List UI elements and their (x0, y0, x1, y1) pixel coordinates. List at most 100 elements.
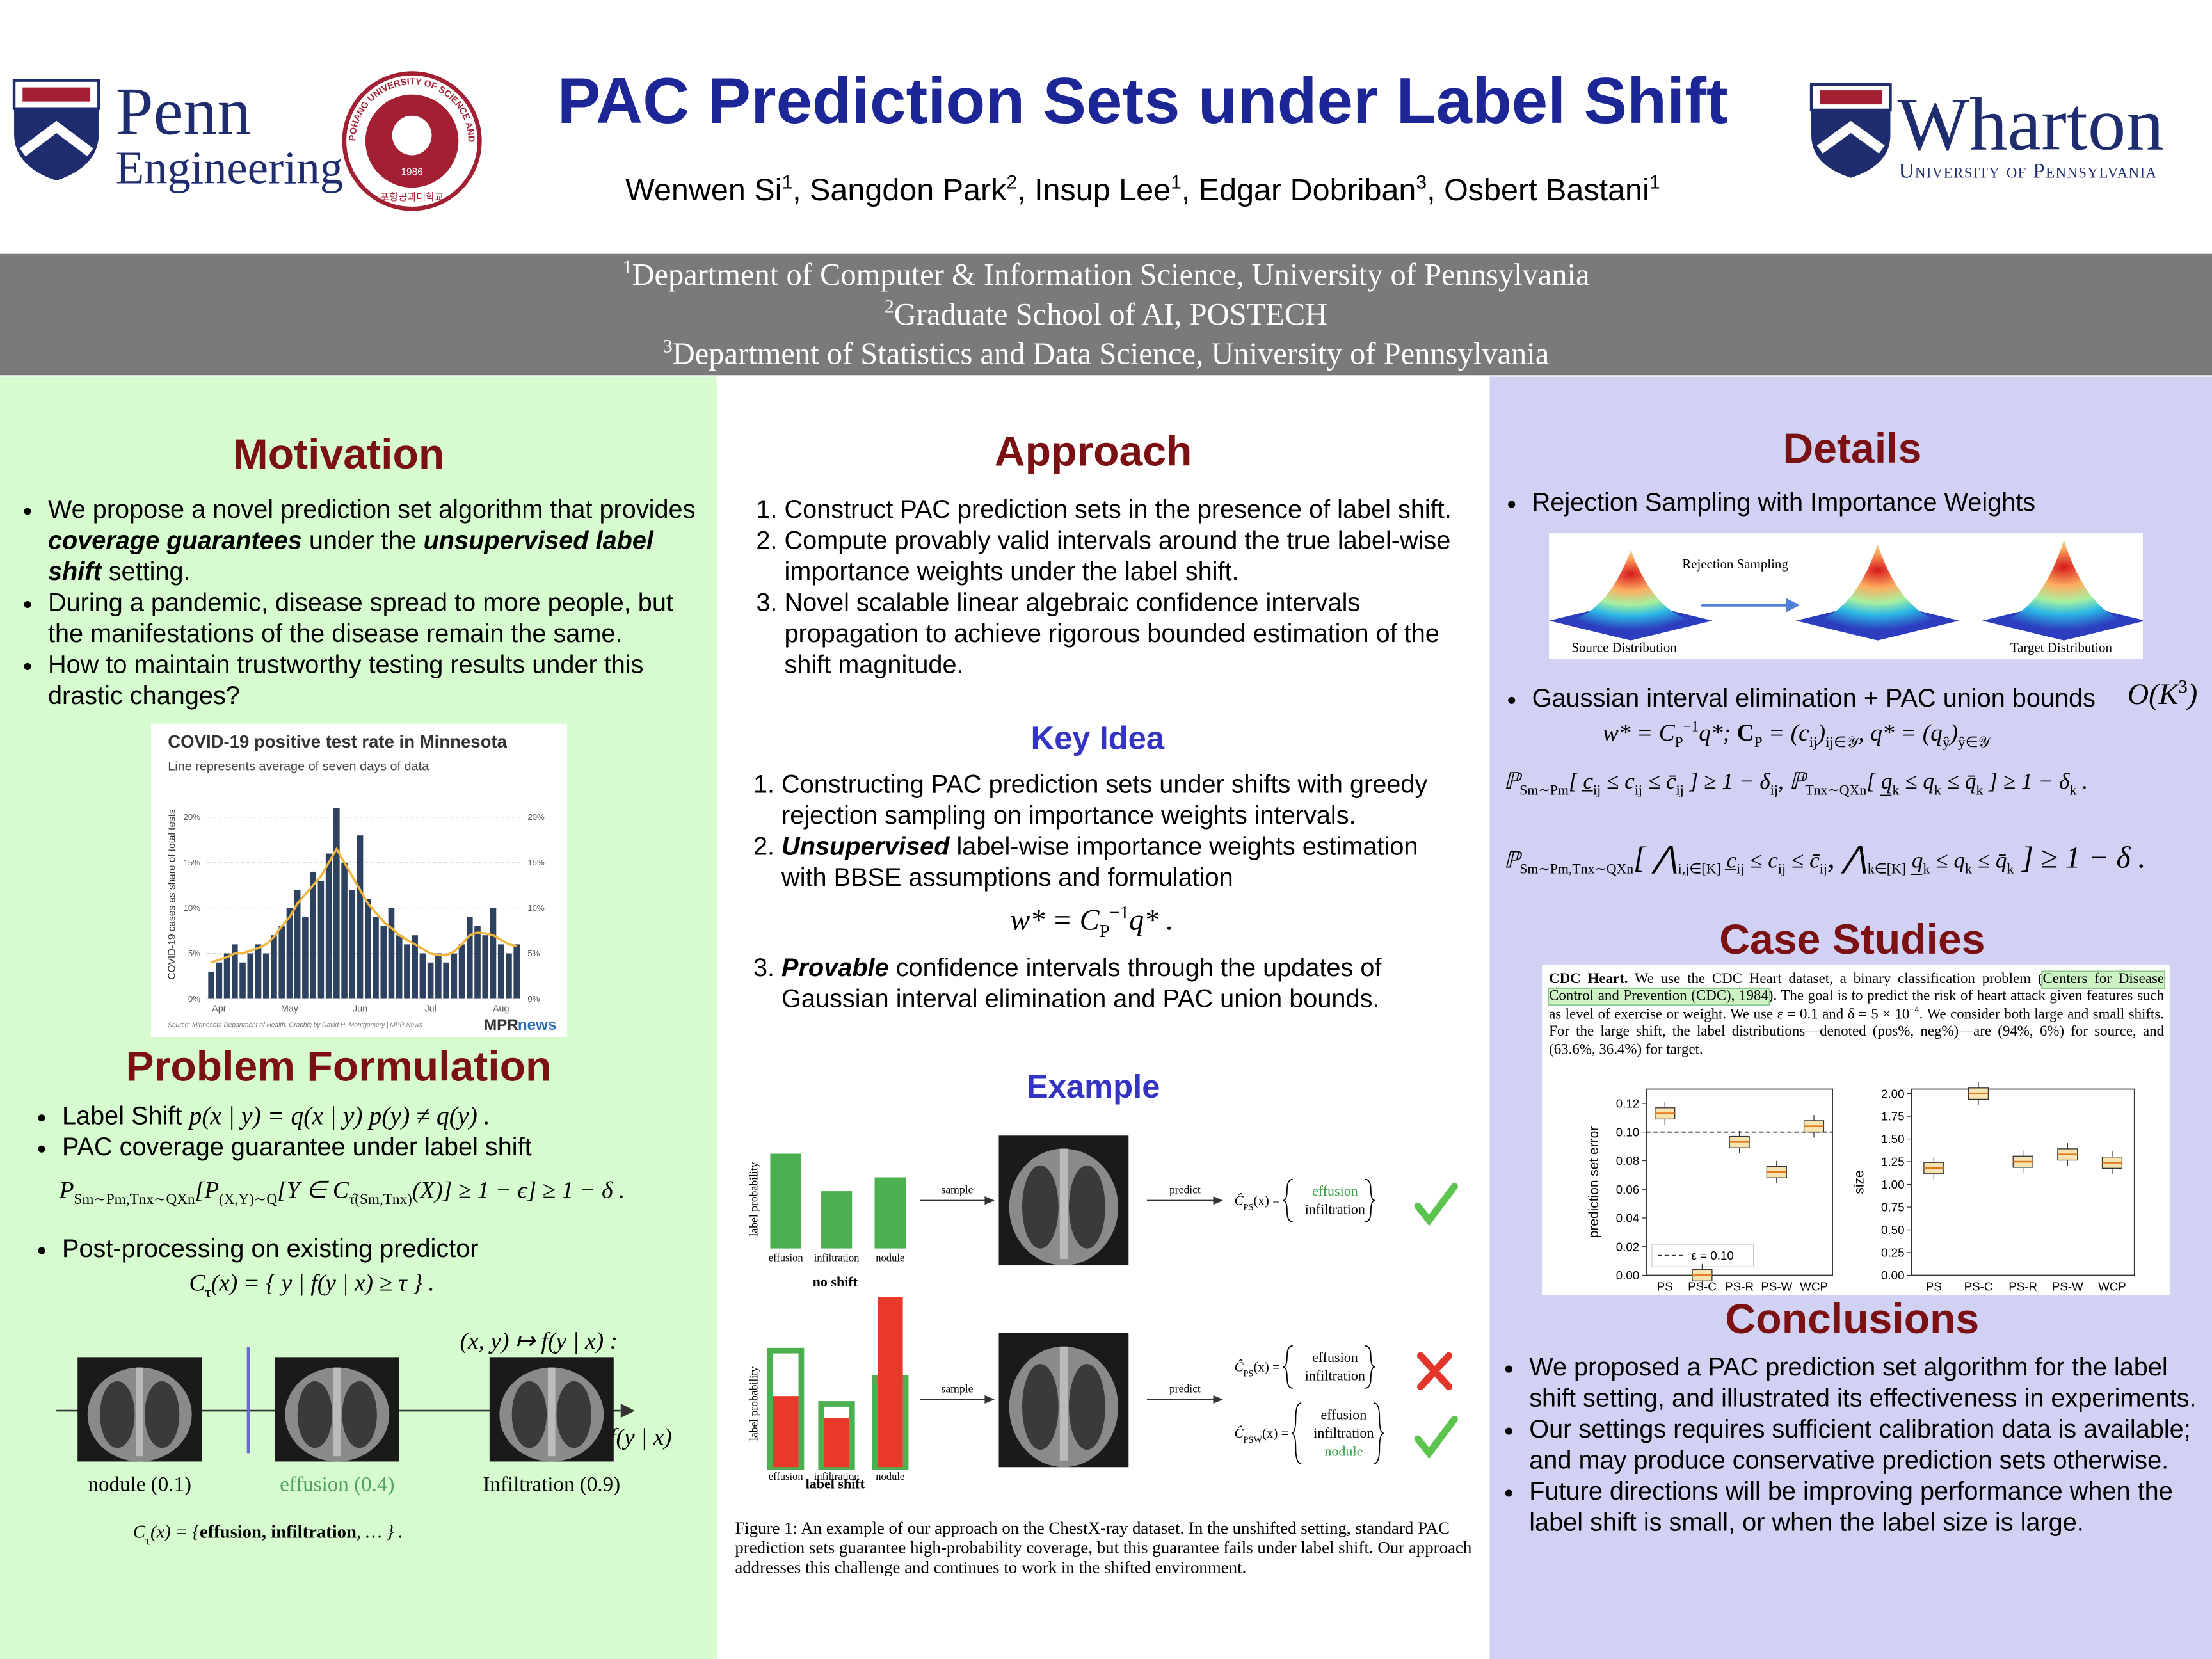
x-tick-label: Aug (493, 1004, 509, 1014)
arrow-head (984, 1196, 995, 1205)
xray-image (275, 1357, 399, 1462)
text-run: k (1923, 862, 1930, 878)
logo-wharton-sub: University of Pennsylvania (1899, 160, 2158, 183)
bar (506, 953, 512, 999)
text-run: ij (1809, 735, 1818, 751)
xray-spine (1059, 1346, 1068, 1461)
bar (255, 944, 262, 999)
bar (286, 908, 293, 999)
bar (302, 917, 309, 999)
text-run: −1 (1683, 719, 1699, 736)
set-item: effusion (1312, 1349, 1358, 1365)
text-run: ≤ q̄ (1971, 849, 2007, 874)
text-run: , Sangdon Park (792, 172, 1007, 208)
xray-image (998, 1135, 1129, 1266)
brand: news (518, 1016, 557, 1034)
text-run: C (189, 1269, 205, 1297)
text-run: . (2076, 770, 2088, 794)
section-heading: Conclusions (1725, 1296, 1980, 1343)
key-idea-heading: Key Idea (1030, 719, 1165, 757)
x-tick-label: PS-C (1688, 1280, 1717, 1294)
bar (490, 908, 497, 999)
y-tick-label: 0.25 (1881, 1246, 1904, 1260)
text-run: Wenwen Si (625, 172, 782, 208)
text-run: ij (1736, 862, 1745, 878)
list-item: PAC coverage guarantee under label shift (62, 1132, 704, 1162)
y-axis-label: prediction set error (1587, 1126, 1601, 1238)
xray-lung (342, 1381, 377, 1448)
w-formula: w* = CP−1q* . (725, 901, 1459, 940)
text-run: P (1099, 920, 1110, 942)
bar (435, 953, 442, 999)
arrow-head (1786, 598, 1800, 613)
y-tick-label: 0.04 (1616, 1212, 1639, 1225)
text-run: (x) = (1253, 1192, 1279, 1208)
text-run: unsupervised label shift (47, 526, 653, 586)
text-run: P (1754, 735, 1763, 751)
bar (262, 953, 269, 999)
affiliation: 1Department of Computer & Information Sc… (0, 255, 2212, 295)
text-run: Sm∼Pm (1519, 783, 1569, 799)
text-run: ℙ (1503, 770, 1520, 794)
text-run: −1 (1109, 901, 1130, 923)
formula: ℙSm∼Pm[ c̲ij ≤ cij ≤ c̄ij ] ≥ 1 − δij, ℙ… (1503, 767, 2088, 799)
text-run: coverage guarantees (47, 526, 302, 555)
bar (877, 1297, 903, 1468)
text-run: , Insup Lee (1017, 172, 1171, 208)
y-tick-label: 20% (527, 812, 545, 822)
list-item: During a pandemic, disease spread to mor… (48, 587, 714, 649)
text-run: k (2007, 862, 2014, 878)
list: Label Shift p(x | y) = q(x | y) p(y) ≠ q… (34, 1100, 704, 1162)
xray-lung (1022, 1165, 1059, 1249)
axis-arrow (620, 1404, 635, 1418)
list-item: Post-processing on existing predictor (62, 1233, 704, 1263)
xray-lung (1068, 1364, 1105, 1450)
bar (239, 962, 246, 999)
affiliation-band: 1Department of Computer & Information Sc… (0, 253, 2212, 376)
set-item: effusion (1320, 1406, 1366, 1422)
logo-penn: Penn (116, 74, 252, 148)
text-run: w* = C (1010, 902, 1100, 937)
gaussian-peak (1993, 540, 2135, 630)
bar (874, 1177, 906, 1249)
y-tick-label: 0.00 (1616, 1269, 1639, 1282)
text-run: Post-processing on existing predictor (61, 1234, 479, 1263)
text-run: ] ≥ 1 − δ (1983, 770, 2070, 794)
y-tick-label: 0.08 (1616, 1154, 1639, 1167)
bar (474, 926, 481, 999)
text-run: PS (1244, 1202, 1254, 1212)
set-formula: Cτ(x) = {effusion, infiltration, … } . (133, 1521, 403, 1548)
bar (333, 808, 340, 999)
text-run: Constructing PAC prediction sets under s… (781, 770, 1428, 830)
text-run: Graduate School of AI, POSTECH (894, 296, 1328, 332)
text-run: Ĉ (1235, 1192, 1244, 1208)
xray-image (489, 1357, 614, 1462)
conclusion-bullets: We proposed a PAC prediction set algorit… (1501, 1352, 2198, 1538)
category-label: infiltration (814, 1470, 860, 1482)
set-item: infiltration (1305, 1368, 1365, 1384)
text-run: Provable (781, 953, 889, 982)
bar (513, 944, 520, 999)
text-run: −4 (1909, 1005, 1919, 1015)
list-item: Compute provably valid intervals around … (784, 525, 1457, 587)
bar (482, 935, 489, 999)
text-run: 1 (781, 172, 793, 193)
text-run: τ (145, 1534, 150, 1548)
y-tick-label: 1.25 (1881, 1155, 1904, 1169)
authors: Wenwen Si1, Sangdon Park2, Insup Lee1, E… (423, 172, 1862, 209)
legend-label: ε = 0.10 (1692, 1249, 1734, 1262)
bar (467, 917, 473, 999)
text-run: Tnx∼QXn (1805, 783, 1867, 799)
bar (247, 953, 254, 999)
header-graphics: Penn Engineering POHANG UNIVERSITY OF SC… (0, 0, 2164, 211)
x-tick-label: May (281, 1004, 299, 1014)
y-tick-label: 1.50 (1881, 1132, 1904, 1146)
list-item: Our settings requires sufficient calibra… (1529, 1413, 2198, 1475)
text-run: ij (1770, 783, 1778, 799)
text-run: (x) = (1253, 1359, 1279, 1374)
set-item: nodule (1324, 1443, 1363, 1459)
bar (223, 953, 230, 999)
y-axis-label: size (1852, 1170, 1867, 1194)
y-tick-label: 0.06 (1616, 1183, 1639, 1196)
